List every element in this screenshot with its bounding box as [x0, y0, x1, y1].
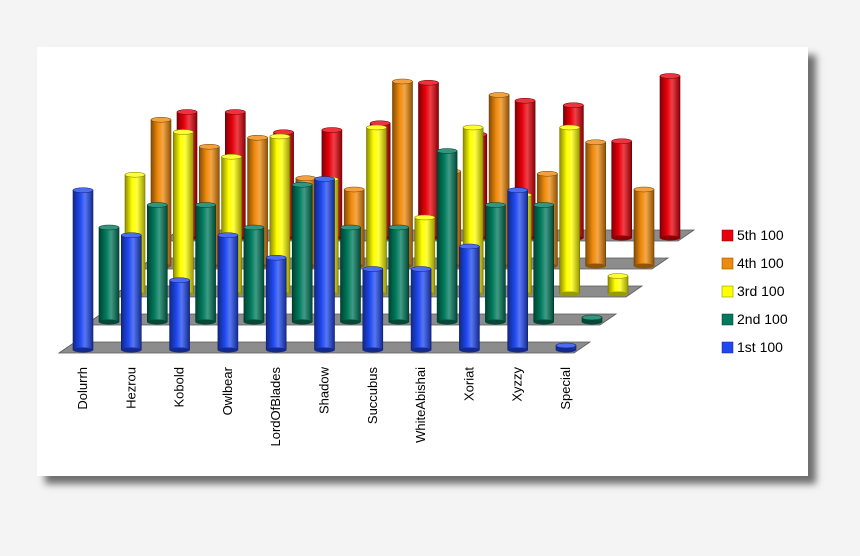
x-label-special: Special: [558, 367, 573, 410]
x-label-kobold: Kobold: [172, 367, 187, 407]
bar-4th-100-special: [633, 186, 655, 269]
bar-2nd-100-shadow: [340, 224, 361, 325]
legend-swatch-5th-100: [721, 229, 734, 242]
legend-swatch-4th-100: [721, 257, 734, 270]
chart-panel: Dolurrh Hezrou Kobold Owlbear LordOfBlades Sh…: [37, 47, 808, 476]
x-label-succubus: Succubus: [365, 367, 380, 425]
legend-label-3rd-100: 3rd 100: [737, 283, 785, 299]
bar-2nd-100-hezrou: [147, 202, 168, 325]
bar-2nd-100-dolurrh: [98, 224, 120, 325]
legend-swatch-3rd-100: [721, 285, 734, 298]
bar-3rd-100-hezrou: [173, 129, 194, 297]
x-label-shadow: Shadow: [317, 366, 332, 414]
bar-4th-100-xyzzy: [585, 139, 607, 269]
x-label-whiteabishai: WhiteAbishai: [413, 367, 428, 443]
x-label-owlbear: Owlbear: [220, 366, 235, 415]
legend-label-1st-100: 1st 100: [737, 339, 783, 355]
legend-swatch-1st-100: [721, 341, 734, 354]
bar-1st-100-hezrou: [121, 232, 142, 353]
legend-label-2nd-100: 2nd 100: [737, 311, 788, 327]
bar-chart: Dolurrh Hezrou Kobold Owlbear LordOfBlades Sh…: [57, 73, 788, 447]
bar-1st-100-kobold: [169, 277, 190, 353]
bar-2nd-100-whiteabishai: [436, 148, 458, 325]
bar-2nd-100-xoriat: [485, 202, 506, 325]
bar-2nd-100-owlbear: [243, 224, 265, 325]
bar-3rd-100-xyzzy: [559, 124, 581, 297]
bar-1st-100-owlbear: [217, 232, 239, 353]
bar-1st-100-xoriat: [459, 243, 480, 353]
bar-2nd-100-succubus: [388, 224, 410, 325]
x-label-xoriat: Xoriat: [461, 367, 476, 401]
x-label-lordofblades: LordOfBlades: [268, 367, 283, 447]
bar-2nd-100-lordofblades: [291, 181, 313, 325]
bar-2nd-100-special: [581, 314, 603, 325]
bar-1st-100-lordofblades: [265, 254, 287, 353]
bar-2nd-100-xyzzy: [533, 202, 555, 325]
bar-5th-100-special: [659, 73, 681, 241]
bar-1st-100-xyzzy: [507, 187, 529, 353]
bar-3rd-100-special: [607, 273, 629, 297]
x-label-hezrou: Hezrou: [123, 367, 138, 409]
bar-1st-100-special: [555, 342, 577, 353]
x-label-dolurrh: Dolurrh: [75, 367, 90, 410]
legend-label-5th-100: 5th 100: [737, 227, 784, 243]
bar-1st-100-dolurrh: [72, 187, 94, 353]
bar-2nd-100-kobold: [195, 202, 216, 325]
x-label-xyzzy: Xyzzy: [510, 367, 525, 402]
chart-bars: [72, 73, 681, 353]
bar-5th-100-xyzzy: [611, 138, 633, 241]
bar-1st-100-whiteabishai: [410, 266, 432, 353]
x-axis-labels: Dolurrh Hezrou Kobold Owlbear LordOfBlades Sh…: [75, 366, 573, 446]
legend-swatch-2nd-100: [721, 313, 734, 326]
bar-1st-100-shadow: [314, 176, 335, 353]
bar-1st-100-succubus: [362, 266, 384, 353]
legend: 5th 100 4th 100 3rd 100 2nd 100 1st 100: [721, 227, 788, 355]
legend-label-4th-100: 4th 100: [737, 255, 784, 271]
